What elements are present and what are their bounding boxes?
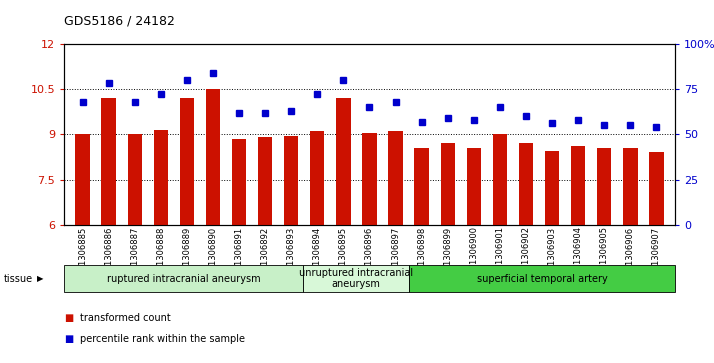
- Bar: [623, 148, 638, 225]
- Bar: [571, 146, 585, 225]
- Bar: [519, 143, 533, 225]
- Bar: [101, 98, 116, 225]
- Bar: [597, 148, 611, 225]
- Bar: [415, 148, 429, 225]
- Bar: [154, 130, 168, 225]
- Bar: [336, 98, 351, 225]
- Bar: [493, 134, 507, 225]
- Text: percentile rank within the sample: percentile rank within the sample: [80, 334, 245, 344]
- Text: ■: ■: [64, 334, 74, 344]
- Text: superficial temporal artery: superficial temporal artery: [477, 274, 608, 284]
- Text: GDS5186 / 24182: GDS5186 / 24182: [64, 15, 175, 28]
- Text: tissue: tissue: [4, 274, 33, 284]
- Bar: [441, 143, 455, 225]
- Bar: [310, 131, 324, 225]
- Bar: [362, 133, 377, 225]
- Text: ▶: ▶: [37, 274, 44, 283]
- Bar: [232, 139, 246, 225]
- Bar: [284, 136, 298, 225]
- Text: transformed count: transformed count: [80, 313, 171, 323]
- Bar: [388, 131, 403, 225]
- Bar: [258, 137, 272, 225]
- Bar: [128, 134, 142, 225]
- Bar: [76, 134, 90, 225]
- Text: unruptured intracranial
aneurysm: unruptured intracranial aneurysm: [299, 268, 413, 289]
- Bar: [180, 98, 194, 225]
- Bar: [206, 89, 220, 225]
- Bar: [649, 152, 663, 225]
- Text: ■: ■: [64, 313, 74, 323]
- Bar: [545, 151, 559, 225]
- Bar: [467, 148, 481, 225]
- Text: ruptured intracranial aneurysm: ruptured intracranial aneurysm: [107, 274, 261, 284]
